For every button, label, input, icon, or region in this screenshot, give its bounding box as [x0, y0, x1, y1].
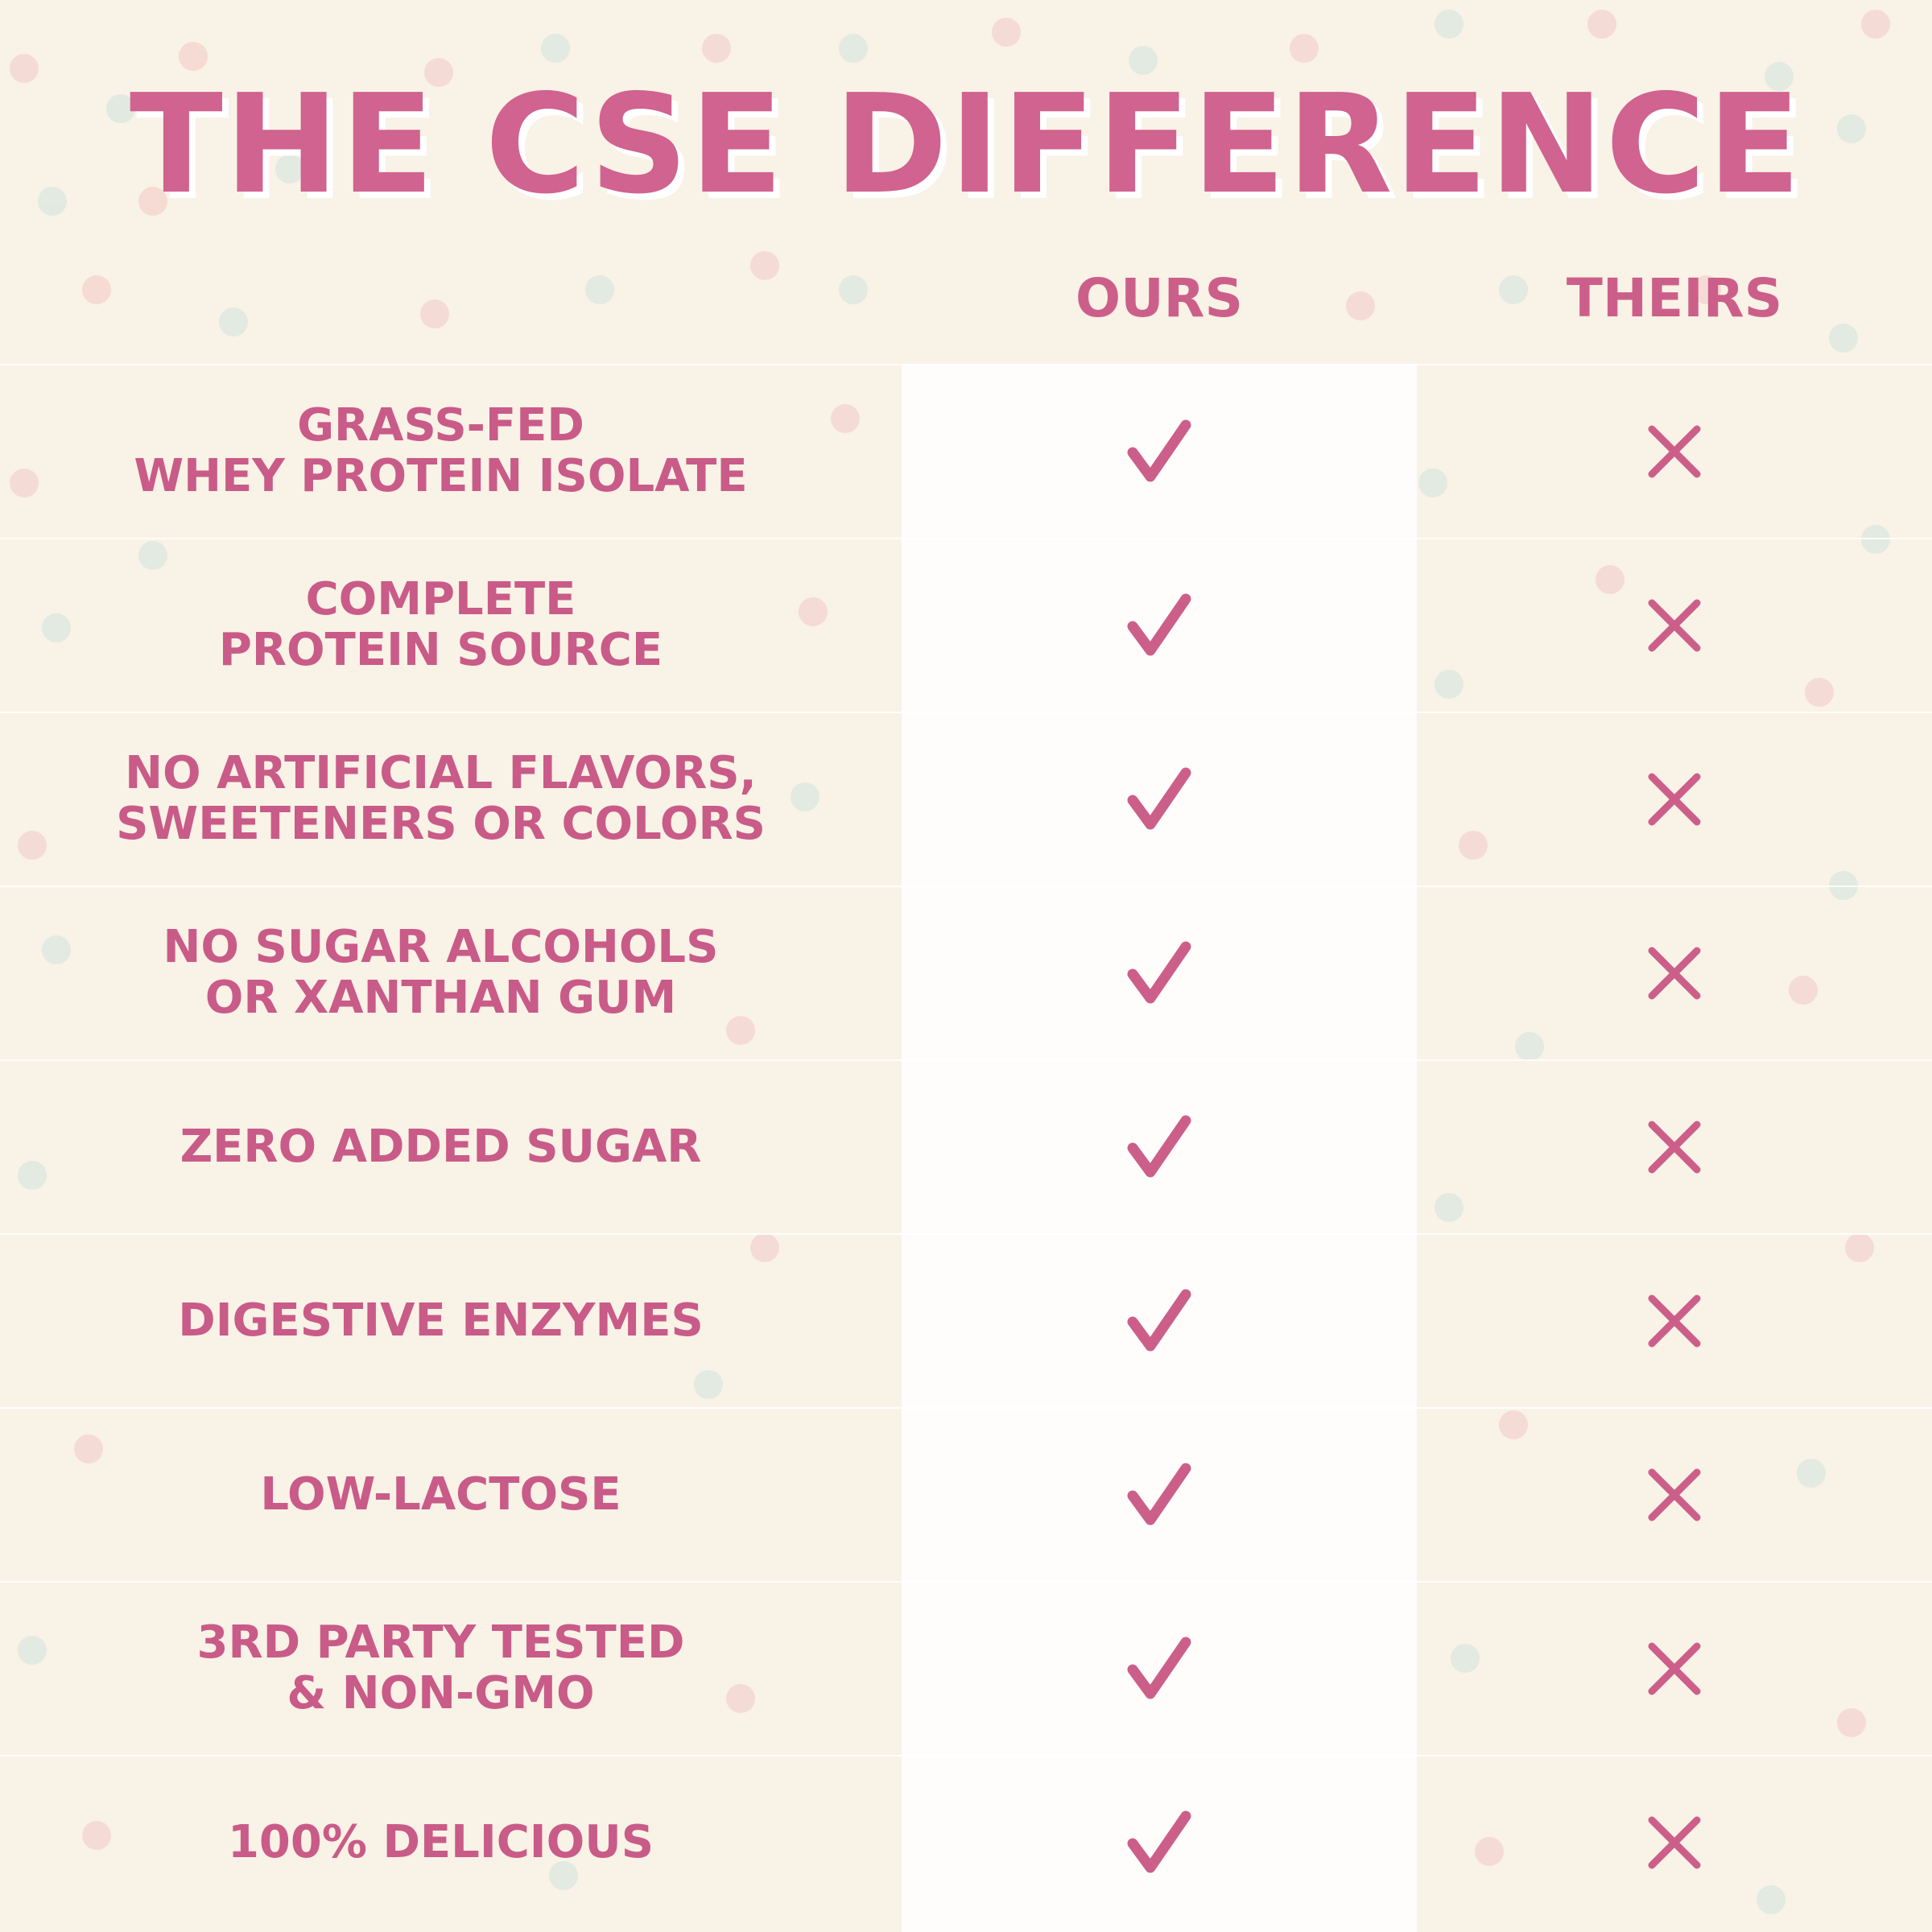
- check-icon: [902, 365, 1417, 538]
- ours-column-highlight: [902, 364, 1417, 1932]
- column-header-theirs: THEIRS: [1566, 267, 1783, 329]
- check-icon: [902, 539, 1417, 712]
- x-icon: [1417, 1757, 1932, 1929]
- table-row: NO ARTIFICIAL FLAVORS, SWEETENERS OR COL…: [0, 712, 1932, 886]
- table-row: 100% DELICIOUS: [0, 1755, 1932, 1929]
- table-row: DIGESTIVE ENZYMES: [0, 1233, 1932, 1407]
- check-icon: [902, 1583, 1417, 1755]
- table-row: GRASS-FED WHEY PROTEIN ISOLATE: [0, 364, 1932, 538]
- check-icon: [902, 1235, 1417, 1407]
- table-row: NO SUGAR ALCOHOLS OR XANTHAN GUM: [0, 886, 1932, 1059]
- feature-label: 100% DELICIOUS: [227, 1815, 654, 1868]
- x-icon: [1417, 1583, 1932, 1755]
- check-icon: [902, 1757, 1417, 1929]
- feature-label: DIGESTIVE ENZYMES: [178, 1294, 704, 1347]
- x-icon: [1417, 539, 1932, 712]
- check-icon: [902, 713, 1417, 886]
- check-icon: [902, 1061, 1417, 1233]
- x-icon: [1417, 713, 1932, 886]
- table-row: COMPLETE PROTEIN SOURCE: [0, 538, 1932, 712]
- feature-label: NO ARTIFICIAL FLAVORS, SWEETENERS OR COL…: [116, 747, 766, 850]
- check-icon: [902, 887, 1417, 1059]
- table-row: 3RD PARTY TESTED & NON-GMO: [0, 1581, 1932, 1755]
- x-icon: [1417, 1061, 1932, 1233]
- feature-label: GRASS-FED WHEY PROTEIN ISOLATE: [134, 399, 748, 502]
- table-row: LOW-LACTOSE: [0, 1407, 1932, 1581]
- feature-label: 3RD PARTY TESTED & NON-GMO: [196, 1616, 685, 1719]
- check-icon: [902, 1409, 1417, 1581]
- x-icon: [1417, 1409, 1932, 1581]
- page-title: THE CSE DIFFERENCE: [129, 65, 1803, 225]
- feature-label: LOW-LACTOSE: [260, 1468, 621, 1521]
- column-header-ours: OURS: [1075, 267, 1244, 329]
- feature-label: ZERO ADDED SUGAR: [180, 1120, 702, 1173]
- x-icon: [1417, 1235, 1932, 1407]
- table-row: ZERO ADDED SUGAR: [0, 1059, 1932, 1233]
- feature-label: NO SUGAR ALCOHOLS OR XANTHAN GUM: [163, 921, 719, 1024]
- x-icon: [1417, 887, 1932, 1059]
- x-icon: [1417, 365, 1932, 538]
- feature-label: COMPLETE PROTEIN SOURCE: [218, 573, 663, 676]
